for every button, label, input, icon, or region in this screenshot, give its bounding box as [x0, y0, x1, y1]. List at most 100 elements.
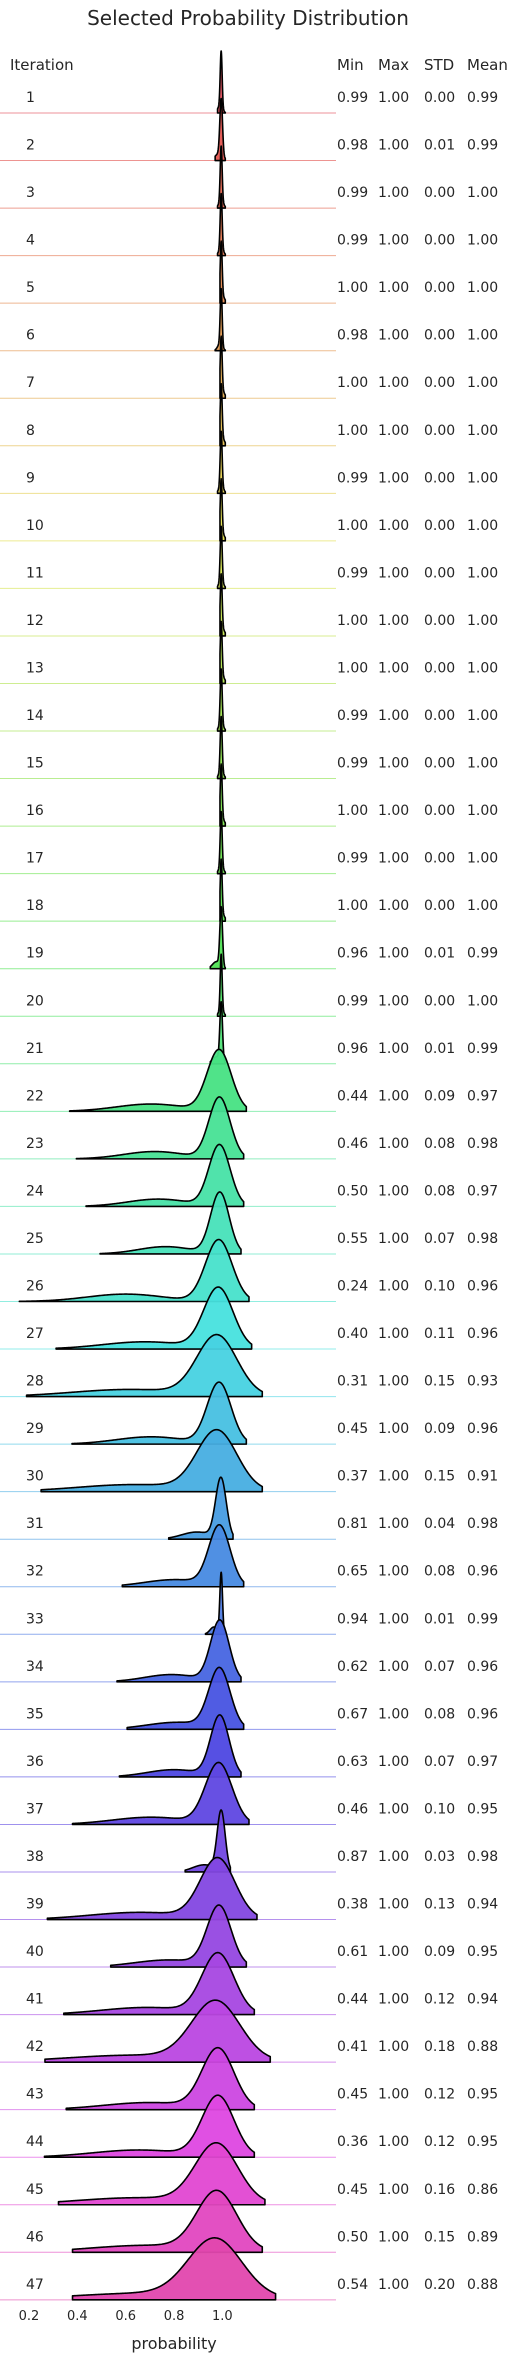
cell-min: 0.46	[337, 1801, 368, 1817]
iteration-label: 17	[26, 851, 44, 867]
cell-max: 1.00	[378, 565, 409, 581]
cell-mean: 0.97	[467, 1754, 498, 1770]
cell-std: 0.10	[424, 1801, 455, 1817]
table-row: 41 0.44 1.00 0.12 0.94	[26, 1992, 498, 2008]
cell-min: 0.54	[337, 2277, 368, 2293]
table-row: 44 0.36 1.00 0.12 0.95	[26, 2134, 498, 2150]
cell-mean: 0.94	[467, 1897, 498, 1913]
iteration-label: 47	[26, 2277, 44, 2293]
cell-min: 0.44	[337, 1992, 368, 2008]
iteration-label: 28	[26, 1374, 44, 1390]
cell-std: 0.01	[424, 946, 455, 962]
cell-min: 0.41	[337, 2039, 368, 2055]
cell-max: 1.00	[378, 423, 409, 439]
cell-mean: 0.96	[467, 1659, 498, 1675]
iteration-label: 11	[26, 565, 44, 581]
iteration-label: 46	[26, 2229, 44, 2245]
table-row: 45 0.45 1.00 0.16 0.86	[26, 2182, 498, 2198]
cell-mean: 1.00	[467, 660, 498, 676]
iteration-label: 21	[26, 1041, 44, 1057]
cell-min: 0.99	[337, 90, 368, 106]
cell-max: 1.00	[378, 518, 409, 534]
ridge-15	[216, 715, 227, 780]
cell-max: 1.00	[378, 1088, 409, 1104]
cell-min: 0.36	[337, 2134, 368, 2150]
x-tick-label: 1.0	[212, 2309, 233, 2324]
ridge-14	[216, 668, 227, 732]
ridge-11	[216, 525, 227, 590]
header-iteration: Iteration	[10, 56, 74, 74]
cell-mean: 0.95	[467, 2087, 498, 2103]
cell-std: 0.01	[424, 1041, 455, 1057]
cell-mean: 0.95	[467, 1944, 498, 1960]
table-row: 38 0.87 1.00 0.03 0.98	[26, 1849, 498, 1865]
iteration-label: 8	[26, 423, 35, 439]
cell-std: 0.07	[424, 1754, 455, 1770]
cell-min: 1.00	[337, 613, 368, 629]
ridge-25	[99, 1191, 242, 1255]
cell-std: 0.00	[424, 708, 455, 724]
cell-std: 0.13	[424, 1897, 455, 1913]
cell-max: 1.00	[378, 2277, 409, 2293]
cell-std: 0.10	[424, 1279, 455, 1295]
table-row: 27 0.40 1.00 0.11 0.96	[26, 1326, 498, 1342]
table-row: 17 0.99 1.00 0.00 1.00	[26, 851, 498, 867]
cell-max: 1.00	[378, 946, 409, 962]
cell-min: 0.99	[337, 756, 368, 772]
header-mean: Mean	[467, 56, 508, 74]
ridge-18	[219, 858, 227, 922]
cell-mean: 0.98	[467, 1136, 498, 1152]
cell-mean: 1.00	[467, 803, 498, 819]
cell-max: 1.00	[378, 470, 409, 486]
cell-max: 1.00	[378, 1897, 409, 1913]
iteration-label: 26	[26, 1279, 44, 1295]
iteration-label: 20	[26, 993, 44, 1009]
table-row: 42 0.41 1.00 0.18 0.88	[26, 2039, 498, 2055]
cell-mean: 0.99	[467, 1041, 498, 1057]
cell-mean: 1.00	[467, 851, 498, 867]
cell-std: 0.00	[424, 898, 455, 914]
iteration-label: 14	[26, 708, 44, 724]
cell-max: 1.00	[378, 138, 409, 154]
cell-std: 0.00	[424, 233, 455, 249]
cell-max: 1.00	[378, 898, 409, 914]
cell-min: 1.00	[337, 803, 368, 819]
table-row: 40 0.61 1.00 0.09 0.95	[26, 1944, 498, 1960]
table-row: 47 0.54 1.00 0.20 0.88	[26, 2277, 498, 2293]
iteration-label: 37	[26, 1801, 44, 1817]
ridge-46	[71, 2189, 264, 2254]
cell-max: 1.00	[378, 1326, 409, 1342]
table-body: 1 0.99 1.00 0.00 0.992 0.98 1.00 0.01 0.993 0.99 1…	[26, 90, 498, 2293]
iteration-label: 13	[26, 660, 44, 676]
cell-mean: 1.00	[467, 708, 498, 724]
cell-max: 1.00	[378, 185, 409, 201]
ridge-43	[65, 2046, 256, 2111]
cell-min: 0.24	[337, 1279, 368, 1295]
cell-std: 0.01	[424, 138, 455, 154]
cell-max: 1.00	[378, 1421, 409, 1437]
table-row: 4 0.99 1.00 0.00 1.00	[26, 233, 498, 249]
cell-max: 1.00	[378, 1279, 409, 1295]
cell-min: 1.00	[337, 423, 368, 439]
cell-mean: 1.00	[467, 375, 498, 391]
cell-min: 0.38	[337, 1897, 368, 1913]
ridge-37	[71, 1761, 250, 1826]
table-row: 1 0.99 1.00 0.00 0.99	[26, 90, 498, 106]
cell-min: 0.45	[337, 2087, 368, 2103]
ridge-29	[71, 1381, 248, 1445]
cell-mean: 1.00	[467, 423, 498, 439]
cell-mean: 1.00	[467, 993, 498, 1009]
ridge-35	[126, 1666, 245, 1731]
ridge-22	[68, 1048, 248, 1113]
table-row: 37 0.46 1.00 0.10 0.95	[26, 1801, 498, 1817]
cell-max: 1.00	[378, 1231, 409, 1247]
cell-mean: 0.97	[467, 1183, 498, 1199]
cell-mean: 0.99	[467, 946, 498, 962]
cell-mean: 0.99	[467, 90, 498, 106]
cell-min: 0.45	[337, 1421, 368, 1437]
cell-min: 0.65	[337, 1564, 368, 1580]
cell-std: 0.03	[424, 1849, 455, 1865]
cell-max: 1.00	[378, 1564, 409, 1580]
cell-std: 0.07	[424, 1659, 455, 1675]
